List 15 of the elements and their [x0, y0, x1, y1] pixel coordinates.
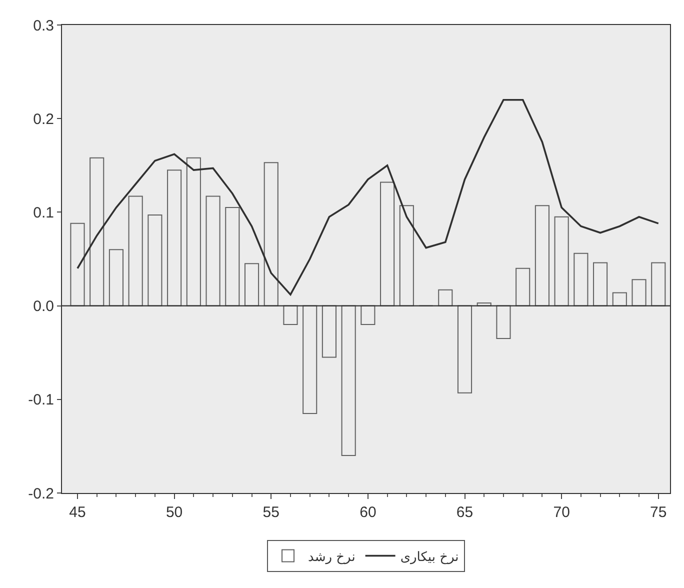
- y-tick-label: 0.2: [33, 110, 54, 128]
- y-tick-label: -0.2: [28, 485, 54, 502]
- x-tick-label: 60: [360, 504, 376, 521]
- x-tick-label: 65: [456, 504, 474, 521]
- x-tick-label: 45: [69, 504, 86, 521]
- x-tick-label: 70: [553, 504, 570, 521]
- x-tick-label: 55: [262, 504, 280, 521]
- y-tick-label: 0.3: [33, 17, 54, 34]
- legend-label: نرخ بیکاری: [400, 550, 459, 565]
- y-tick-label: 0.1: [33, 204, 54, 222]
- x-tick-label: 75: [650, 504, 667, 521]
- legend-label: نرخ رشد: [308, 550, 356, 565]
- y-tick-label: -0.1: [28, 392, 54, 409]
- x-tick-label: 50: [166, 504, 183, 521]
- y-tick-label: 0.0: [33, 298, 54, 316]
